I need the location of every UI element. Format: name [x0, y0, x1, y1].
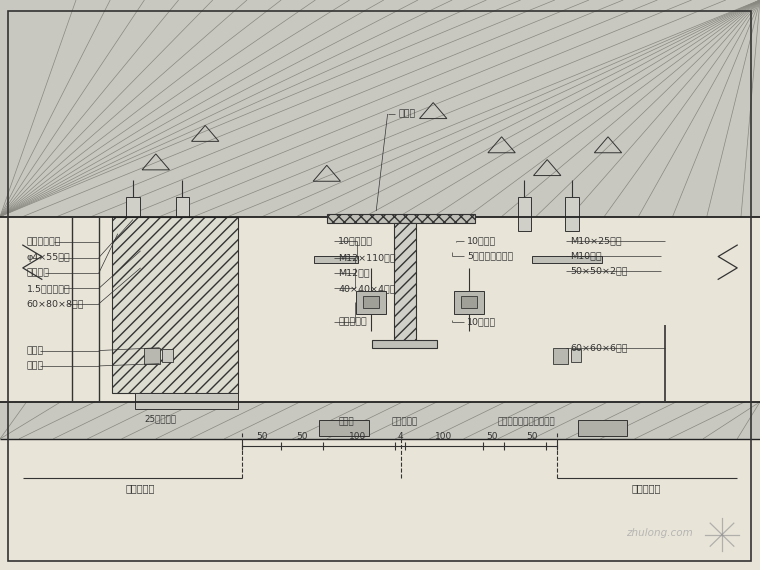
- Text: M12螺母: M12螺母: [338, 268, 370, 278]
- Text: zhulong.com: zhulong.com: [626, 528, 693, 538]
- Text: 40×40×4垫片: 40×40×4垫片: [338, 284, 396, 293]
- Bar: [454, 291, 484, 314]
- Text: 100: 100: [349, 432, 366, 441]
- Bar: [518, 197, 531, 231]
- Bar: [532, 256, 602, 263]
- Bar: [363, 296, 379, 308]
- Text: 50×50×2垫片: 50×50×2垫片: [570, 267, 628, 276]
- Text: 60×60×6角钢: 60×60×6角钢: [570, 343, 628, 352]
- Text: 1.5厚防火挂板: 1.5厚防火挂板: [27, 284, 71, 293]
- Text: M10螺母: M10螺母: [570, 251, 602, 260]
- Text: 尺寸控制线: 尺寸控制线: [632, 483, 660, 494]
- Polygon shape: [0, 0, 760, 217]
- Bar: [578, 420, 627, 436]
- Text: 50: 50: [486, 432, 499, 441]
- Bar: [394, 223, 416, 345]
- Text: 100: 100: [435, 432, 451, 441]
- Bar: [356, 291, 386, 314]
- Bar: [461, 296, 477, 308]
- Text: 10厚连接件: 10厚连接件: [338, 236, 373, 245]
- Bar: [176, 197, 189, 231]
- Text: 拉铆钉: 拉铆钉: [27, 346, 44, 355]
- Bar: [126, 197, 140, 231]
- Text: 防火胶: 防火胶: [27, 361, 44, 370]
- Text: 50: 50: [256, 432, 268, 441]
- Bar: [162, 349, 173, 362]
- Text: M10×25螺栓: M10×25螺栓: [570, 236, 622, 245]
- Text: M12×110螺栓: M12×110螺栓: [338, 253, 396, 262]
- Text: 5厚钢板拼接芯套: 5厚钢板拼接芯套: [467, 251, 514, 260]
- Bar: [327, 214, 475, 223]
- Text: 尺寸控制线: 尺寸控制线: [126, 483, 155, 494]
- Text: 泡沫棒填充: 泡沫棒填充: [391, 417, 418, 426]
- Text: φ4×55射钉: φ4×55射钉: [27, 253, 71, 262]
- Bar: [314, 256, 358, 263]
- Text: 嵌缝胶: 嵌缝胶: [338, 417, 354, 426]
- Text: 4: 4: [397, 432, 404, 441]
- Text: 50: 50: [296, 432, 309, 441]
- Text: 环氧树脂嵌石材缝密封胶: 环氧树脂嵌石材缝密封胶: [498, 417, 556, 426]
- Text: 防火岩棉: 防火岩棉: [27, 268, 49, 278]
- Bar: [372, 340, 437, 348]
- Bar: [553, 348, 568, 364]
- Text: 25厚玄晶石: 25厚玄晶石: [144, 414, 176, 424]
- Text: 不锈钢挂件: 不锈钢挂件: [338, 317, 367, 327]
- Bar: [112, 217, 238, 393]
- Text: 50: 50: [526, 432, 538, 441]
- Polygon shape: [0, 402, 760, 439]
- Text: 10号槽钢: 10号槽钢: [467, 236, 496, 245]
- Text: 土建结构边线: 土建结构边线: [27, 238, 61, 247]
- Text: 10厚橡板: 10厚橡板: [467, 317, 496, 327]
- Bar: [571, 349, 581, 362]
- Text: 60×80×8角钢: 60×80×8角钢: [27, 299, 84, 308]
- Bar: [135, 393, 238, 409]
- Text: 预埋件: 预埋件: [399, 109, 416, 119]
- Bar: [565, 197, 579, 231]
- Bar: [319, 420, 369, 436]
- Bar: [144, 348, 160, 364]
